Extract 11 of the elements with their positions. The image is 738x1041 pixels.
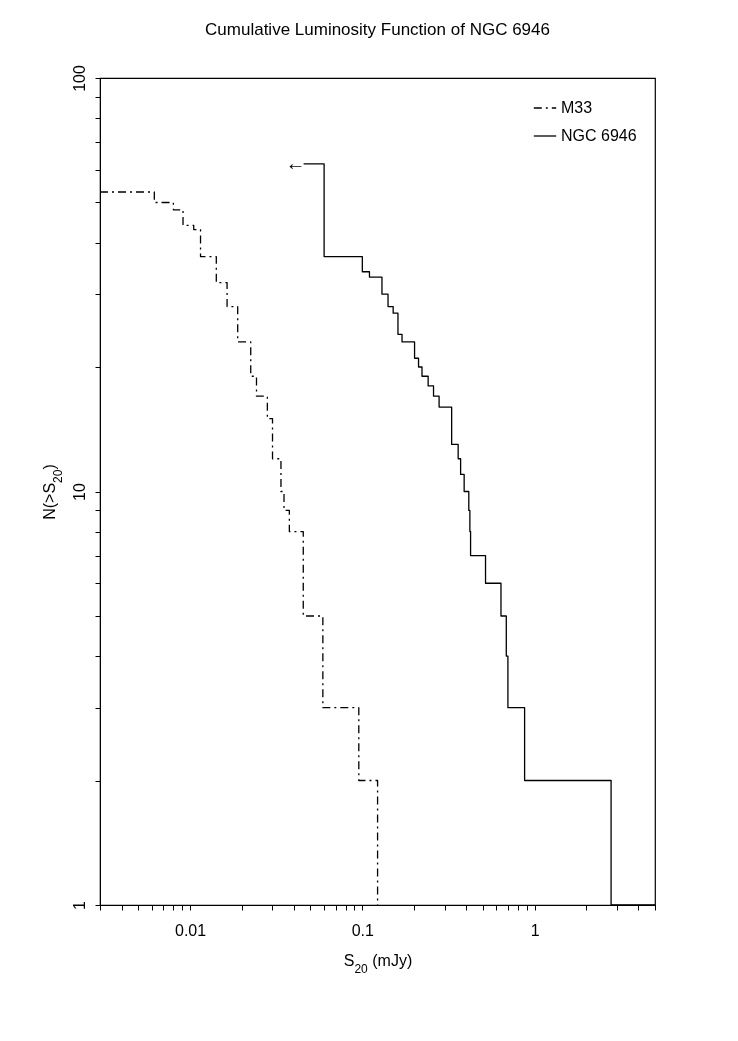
x-axis-title: S$_{20}$ (mJy)	[343, 951, 413, 976]
x-tick-label: 0.1	[351, 921, 375, 939]
legend-label: NGC 6946	[561, 127, 637, 144]
y-tick-label: 10	[70, 483, 88, 501]
x-tick-label: 0.01	[175, 921, 207, 939]
legend-label: M33	[561, 99, 593, 116]
x-tick-label: 1	[530, 921, 540, 939]
y-tick-label: 100	[70, 65, 88, 92]
chart-title: Cumulative Luminosity Function of NGC 6946	[205, 19, 550, 39]
y-tick-label: 1	[70, 900, 88, 910]
annotation: ←	[285, 151, 306, 174]
